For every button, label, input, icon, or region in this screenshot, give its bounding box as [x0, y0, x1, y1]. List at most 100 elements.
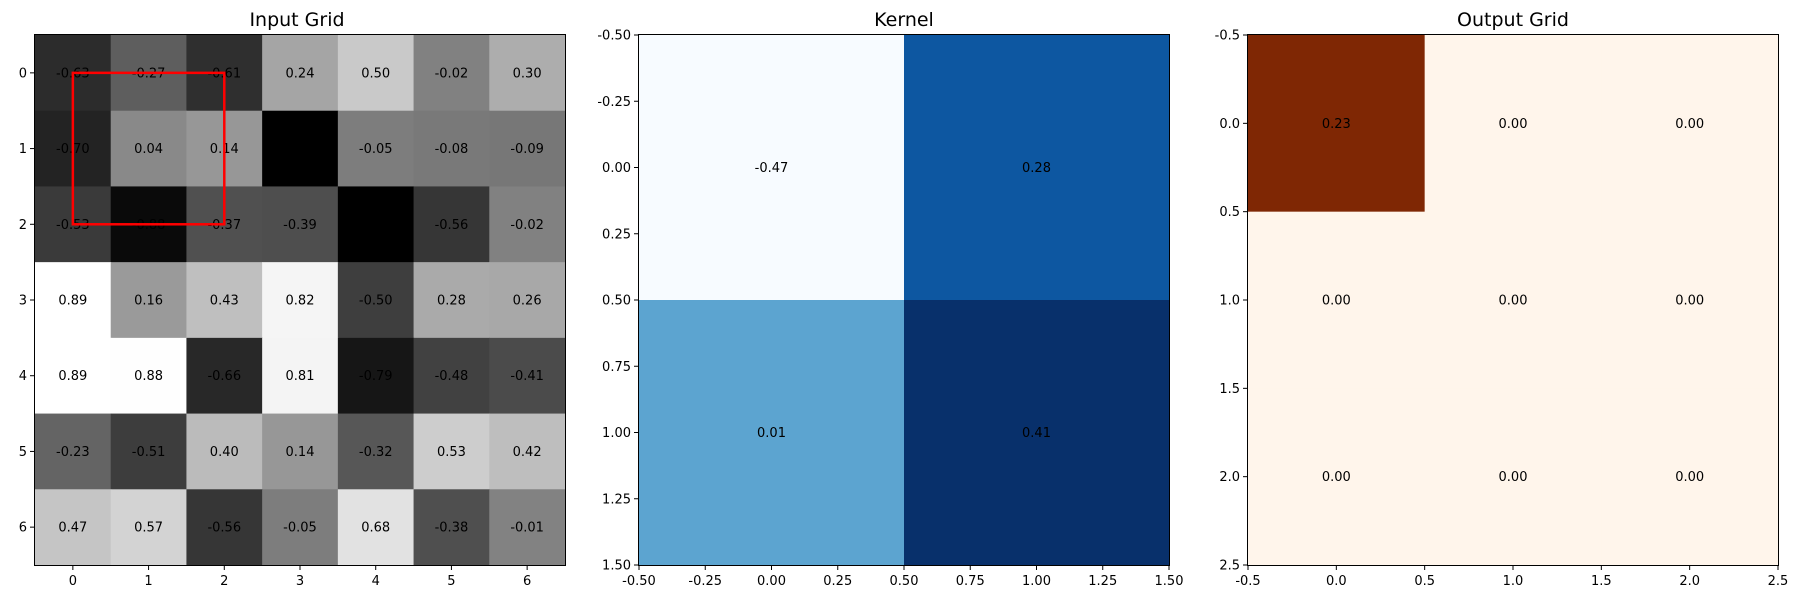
output-ytick-label: 0.5	[1219, 205, 1240, 220]
input-grid-frame	[34, 34, 566, 566]
input-cell	[413, 413, 490, 490]
input-cell-label: 0.40	[210, 445, 239, 460]
input-xtick-label: 3	[296, 574, 304, 589]
input-cell	[262, 337, 339, 415]
kernel-ytick-label: 0.75	[602, 360, 631, 375]
input-cell-label: 0.47	[58, 521, 87, 536]
output-cell-label: 0.23	[1322, 117, 1351, 132]
input-cell	[413, 262, 490, 339]
input-cell	[489, 110, 566, 188]
input-cell	[186, 413, 263, 490]
input-xtick-label: 6	[523, 574, 531, 589]
input-cell-label: -0.02	[510, 218, 544, 233]
input-cell	[35, 337, 112, 415]
input-cell	[262, 413, 339, 490]
input-cell-label: 0.24	[286, 66, 315, 81]
input-cell	[413, 35, 490, 112]
output-cell-label: 0.00	[1499, 294, 1528, 309]
input-xtick-label: 0	[69, 574, 77, 589]
kernel-ytick-label: 0.00	[602, 161, 631, 176]
kernel-xtick-label: 1.00	[1022, 574, 1051, 589]
input-cell	[186, 262, 263, 339]
input-cell	[413, 337, 490, 415]
input-ytick-label: 6	[19, 521, 27, 536]
kernel-cell-label: 0.28	[1022, 161, 1051, 176]
input-cell	[110, 413, 188, 490]
input-cell-label: 0.50	[361, 66, 390, 81]
input-xtick-label: 4	[372, 574, 380, 589]
kernel-frame	[638, 34, 1170, 566]
output-ytick-label: 0.0	[1219, 117, 1240, 132]
output-xtick-label: 0.0	[1326, 574, 1347, 589]
output-xtick-label: 0.5	[1414, 574, 1435, 589]
output-cell	[1424, 35, 1602, 213]
input-cell	[186, 489, 263, 566]
input-cell-label: -0.56	[435, 218, 469, 233]
kernel-xtick-label: -0.50	[622, 574, 656, 589]
input-grid-cell-labels: -0.63 -0.27 -0.61 0.24 0.50 -0.02 0.30-0.70 0.0…	[56, 66, 544, 535]
input-cell	[337, 413, 415, 490]
input-cell	[337, 262, 415, 339]
input-ytick-label: 5	[19, 445, 27, 460]
input-cell	[262, 186, 339, 263]
input-cell-label: -0.23	[56, 445, 90, 460]
output-grid-ticks: -0.5 0.0 0.5 1.0 1.5 2.0 2.5-0.50.00.51.01.52.…	[1215, 29, 1789, 590]
input-cell-label: -0.38	[435, 521, 469, 536]
output-cell-label: 0.00	[1322, 294, 1351, 309]
input-cell	[110, 489, 188, 566]
input-cell-label: 0.26	[513, 294, 542, 309]
input-cell-label: -0.09	[510, 142, 544, 157]
output-cell-label: 0.00	[1499, 117, 1528, 132]
input-cell	[262, 110, 339, 188]
input-cell-label: 0.89	[58, 369, 87, 384]
output-grid-cell-labels: 0.23 0.00 0.00 0.00 0.00 0.00 0.00 0.00 0.00	[1322, 117, 1704, 485]
input-cell	[337, 489, 415, 566]
output-cell	[1248, 35, 1426, 213]
input-cell-label: -0.02	[435, 66, 469, 81]
kernel-xtick-label: 0.75	[956, 574, 985, 589]
output-xtick-label: 2.5	[1768, 574, 1789, 589]
input-cell	[489, 35, 566, 112]
input-ytick-label: 0	[19, 66, 27, 81]
input-grid-title: Input Grid	[249, 9, 344, 31]
input-cell-label: 0.68	[361, 521, 390, 536]
kernel-ytick-label: 1.25	[602, 492, 631, 507]
input-cell	[110, 110, 188, 188]
kernel-xtick-label: 0.25	[823, 574, 852, 589]
output-grid-title: Output Grid	[1457, 9, 1569, 31]
input-cell	[337, 337, 415, 415]
input-cell	[489, 337, 566, 415]
output-cell	[1601, 35, 1779, 213]
input-grid-panel: Input Grid -0.63 -0.27 -0.61 0.24 0.50 -0.02 0…	[19, 9, 566, 589]
input-cell-label: -0.41	[510, 369, 544, 384]
output-xtick-label: 2.0	[1679, 574, 1700, 589]
input-ytick-label: 4	[19, 369, 27, 384]
receptive-field-box	[71, 71, 226, 226]
input-grid-ticks: 0 1 2 3 4 5 6 0 1 2 3 4 5 6	[19, 66, 532, 589]
output-cell	[1424, 388, 1602, 566]
output-cell	[1601, 211, 1779, 389]
kernel-xtick-label: 0.00	[757, 574, 786, 589]
input-xtick-label: 1	[144, 574, 152, 589]
input-cell-label: -0.05	[359, 142, 393, 157]
kernel-title: Kernel	[874, 9, 934, 31]
input-cell	[337, 35, 415, 112]
kernel-xtick-label: 1.50	[1155, 574, 1184, 589]
kernel-xtick-label: -0.25	[688, 574, 722, 589]
input-cell	[186, 337, 263, 415]
kernel-cell-label: 0.01	[757, 426, 786, 441]
input-cell	[413, 186, 490, 263]
output-ytick-label: -0.5	[1215, 29, 1240, 44]
input-cell-label: 0.16	[134, 294, 163, 309]
output-grid-cells	[1248, 35, 1779, 566]
input-cell-label: 0.57	[134, 521, 163, 536]
input-cell	[489, 186, 566, 263]
kernel-cell	[639, 35, 905, 301]
input-cell-label: 0.82	[286, 294, 315, 309]
input-ytick-label: 1	[19, 142, 27, 157]
input-cell	[35, 413, 112, 490]
input-cell	[489, 413, 566, 490]
kernel-cell	[904, 35, 1170, 301]
input-grid-highlight	[71, 71, 226, 226]
